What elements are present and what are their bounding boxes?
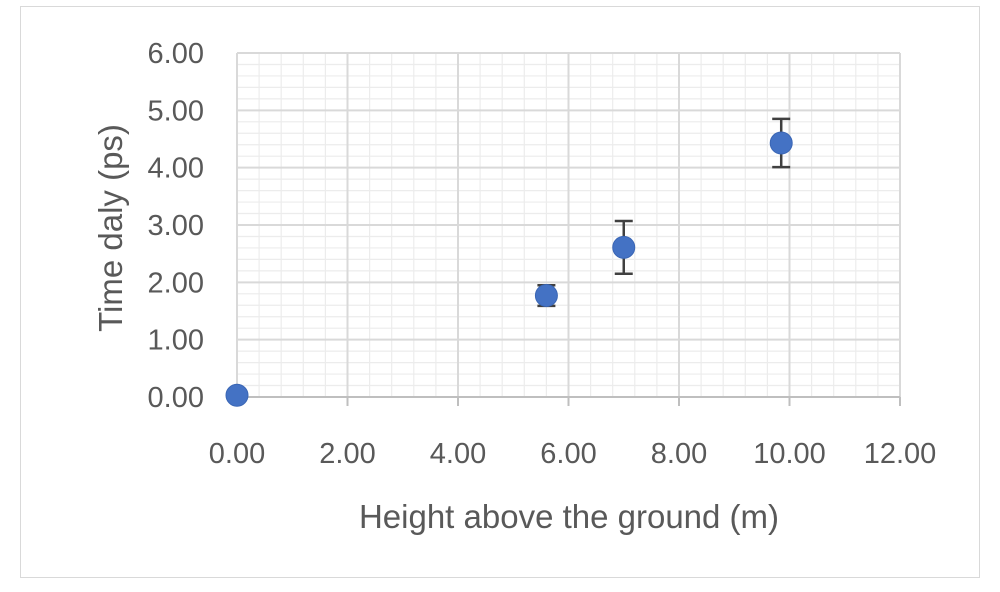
x-tick-label: 6.00: [540, 438, 596, 470]
data-points: [225, 131, 793, 407]
y-tick-label: 4.00: [148, 153, 204, 185]
x-tick-label: 12.00: [864, 438, 937, 470]
x-tick-label: 10.00: [753, 438, 826, 470]
chart-frame: [20, 6, 980, 578]
y-tick-label: 5.00: [148, 95, 204, 127]
y-tick-label: 6.00: [148, 38, 204, 70]
data-point: [769, 131, 793, 155]
x-tick-label: 2.00: [319, 438, 375, 470]
y-tick-label: 3.00: [148, 210, 204, 242]
data-point: [534, 284, 558, 308]
data-point: [225, 383, 249, 407]
y-tick-label: 1.00: [148, 325, 204, 357]
y-axis-title: Time daly (ps): [92, 124, 129, 332]
data-point: [612, 235, 636, 259]
x-tick-labels: 0.00 2.00 4.00 6.00 8.00 10.00 12.00: [209, 438, 937, 470]
x-axis-title: Height above the ground (m): [359, 498, 779, 535]
major-gridlines: [237, 52, 901, 397]
x-tick-label: 4.00: [430, 438, 486, 470]
y-tick-label: 2.00: [148, 267, 204, 299]
y-tick-labels: 0.00 1.00 2.00 3.00 4.00 5.00 6.00: [148, 38, 204, 414]
x-tick-label: 0.00: [209, 438, 265, 470]
error-bars: [537, 117, 791, 308]
x-tick-label: 8.00: [651, 438, 707, 470]
y-tick-label: 0.00: [148, 382, 204, 414]
